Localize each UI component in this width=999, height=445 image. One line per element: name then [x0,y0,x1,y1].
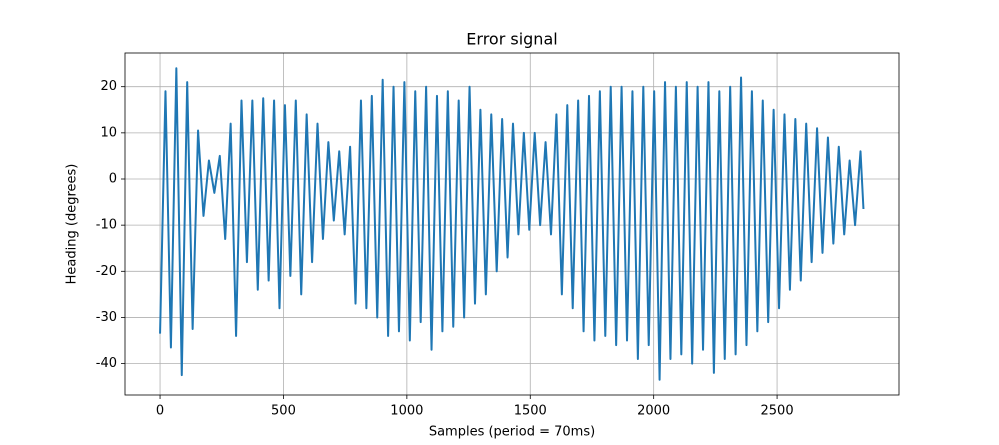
line-series [159,67,865,381]
x-tick-label: 500 [271,404,296,419]
y-tick-label: -30 [96,310,117,325]
x-tick-label: 2500 [761,404,794,419]
x-tick-label: 1500 [514,404,547,419]
x-tick-label: 2000 [637,404,670,419]
y-axis-label: Heading (degrees) [65,164,80,285]
y-tick-label: -20 [96,264,117,279]
axes-frame [124,52,900,396]
plot-area: 0 500 1000 1500 2000 2500 -40 -30 -20 -10 0 10 20 [96,52,900,419]
x-axis-label: Samples (period = 70ms) [429,425,595,440]
y-tick-label: 10 [100,125,117,140]
x-tick-label: 0 [156,404,164,419]
y-tick-label: -40 [96,356,117,371]
y-tick-label: -10 [96,218,117,233]
y-tick-label: 20 [100,79,117,94]
x-tick-label: 1000 [390,404,423,419]
chart-title: Error signal [466,30,557,49]
y-tick-label: 0 [109,172,117,187]
